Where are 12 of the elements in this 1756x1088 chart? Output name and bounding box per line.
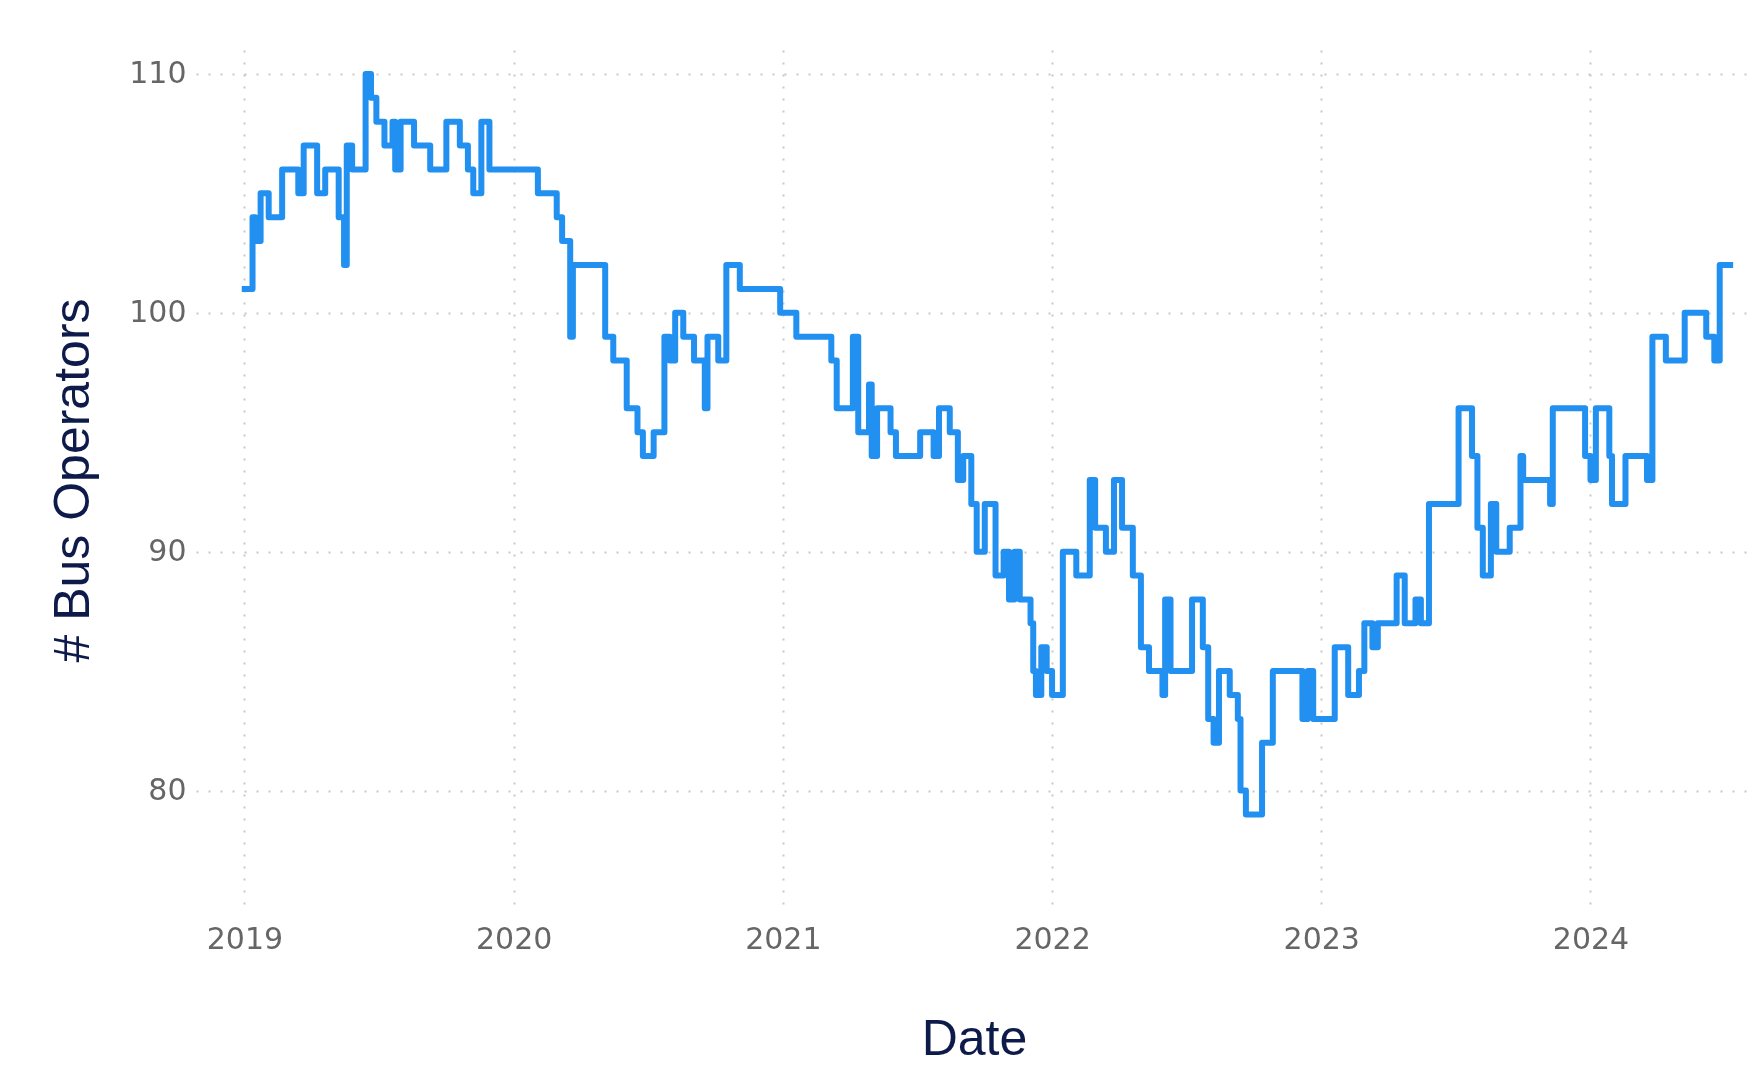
x-tick-label: 2020 <box>475 920 553 956</box>
x-tick-label: 2023 <box>1283 920 1360 956</box>
y-tick-label: 100 <box>129 294 187 330</box>
y-tick-label: 90 <box>148 533 187 569</box>
y-tick-label: 110 <box>129 55 187 91</box>
y-tick-label: 80 <box>148 772 187 808</box>
x-tick-label: 2022 <box>1014 920 1091 956</box>
x-axis-title: Date <box>921 1009 1028 1066</box>
x-tick-label: 2021 <box>745 920 822 956</box>
x-tick-label: 2019 <box>206 920 284 956</box>
x-tick-label: 2024 <box>1552 920 1630 956</box>
y-axis-title: # Bus Operators <box>44 298 101 663</box>
